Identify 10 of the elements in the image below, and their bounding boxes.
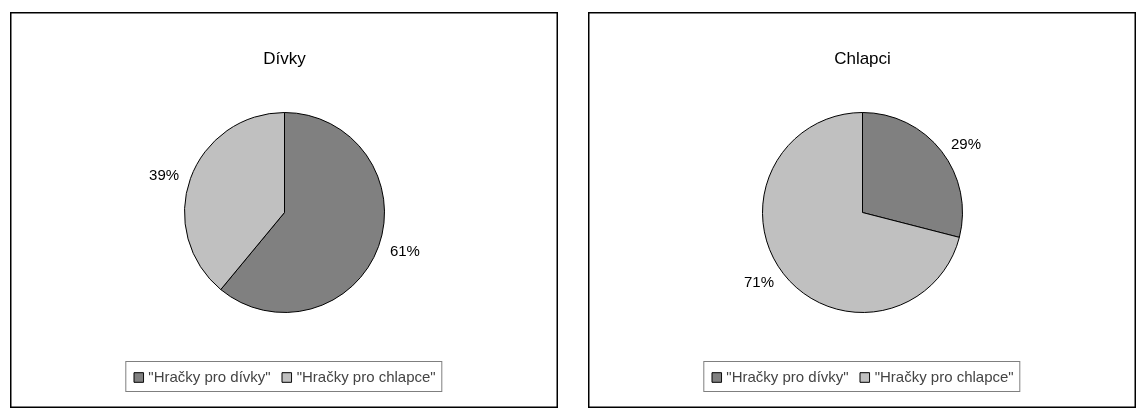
legend-label: "Hračky pro chlapce" — [874, 368, 1014, 385]
data-label: 71% — [743, 272, 775, 290]
chart-title: Dívky — [263, 49, 307, 68]
data-label: 29% — [951, 135, 982, 153]
data-label: 61% — [389, 241, 420, 259]
legend-label: "Hračky pro dívky" — [148, 368, 271, 385]
legend-label: "Hračky pro chlapce" — [296, 368, 436, 385]
chart-title: Chlapci — [834, 49, 891, 68]
data-label: 39% — [149, 166, 180, 184]
legend-label: "Hračky pro dívky" — [726, 368, 849, 385]
